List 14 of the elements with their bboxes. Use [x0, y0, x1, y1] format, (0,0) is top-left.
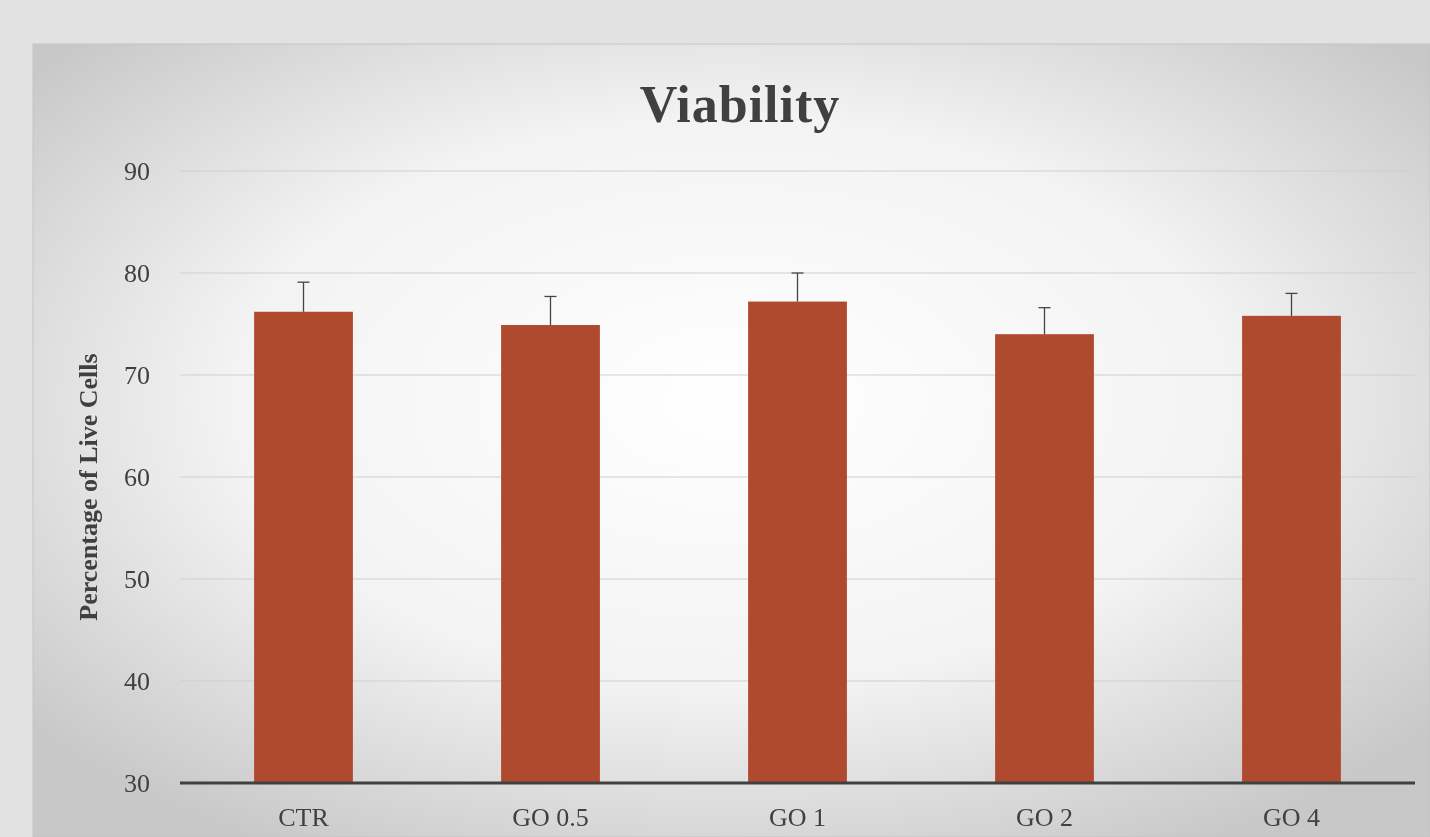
x-tick-label: CTR [278, 803, 330, 832]
y-axis-title: Percentage of Live Cells [74, 353, 103, 621]
y-tick-label: 40 [124, 667, 150, 697]
x-tick-label: GO 4 [1262, 803, 1321, 832]
chart-title: Viability [639, 76, 841, 133]
y-tick-label: 70 [124, 361, 150, 391]
y-tick-label: 80 [124, 259, 150, 289]
x-tick-label: GO 0.5 [512, 803, 589, 832]
y-tick-label: 30 [124, 769, 150, 799]
y-tick-label: 50 [124, 565, 150, 595]
x-tick-label: GO 2 [1015, 803, 1074, 832]
y-tick-label: 60 [124, 463, 150, 493]
y-tick-label: 90 [124, 157, 150, 187]
x-tick-label: GO 1 [768, 803, 827, 832]
